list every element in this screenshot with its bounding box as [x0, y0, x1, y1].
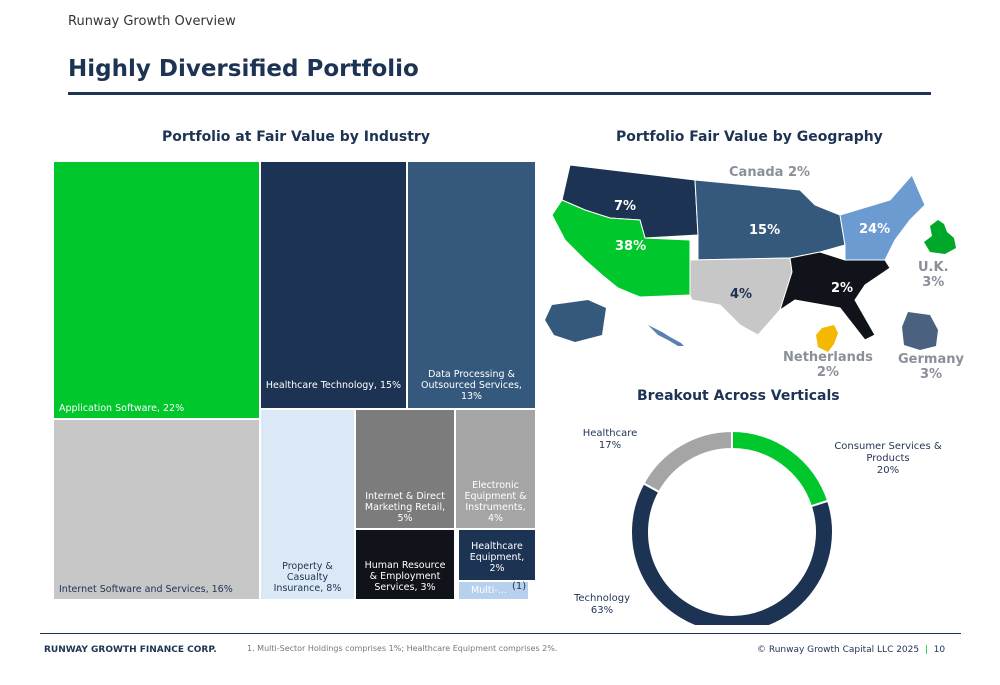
donut-slice-0: [731, 429, 830, 508]
treemap-tile-8: Healthcare Equipment, 2%: [459, 530, 535, 580]
region-northeast: [839, 174, 926, 261]
region-west: [551, 199, 691, 298]
industry-treemap: Application Software, 22% Healthcare Tech…: [54, 162, 535, 599]
geography-chart-title: Portfolio Fair Value by Geography: [616, 129, 883, 145]
verticals-chart-title: Breakout Across Verticals: [637, 388, 840, 404]
treemap-tile-0: Application Software, 22%: [54, 162, 259, 418]
country-uk: [924, 220, 956, 254]
treemap-tile-label: Human Resource & Employment Services, 3%: [364, 560, 446, 593]
region-southeast: [779, 251, 891, 341]
treemap-tile-label: Internet Software and Services, 16%: [59, 584, 233, 595]
footer-copyright: © Runway Growth Capital LLC 2025 | 10: [757, 645, 946, 655]
region-midwest: [694, 179, 846, 261]
treemap-tile-3: Internet Software and Services, 16%: [54, 420, 259, 599]
treemap-tile-label: Multi-…: [471, 585, 508, 596]
treemap-tile-label: Electronic Equipment & Instruments, 4%: [464, 480, 527, 524]
treemap-tile-label: Application Software, 22%: [59, 403, 185, 414]
country-germany: [902, 312, 938, 350]
treemap-tile-5: Internet & Direct Marketing Retail, 5%: [356, 410, 454, 528]
country-label-uk: U.K. 3%: [918, 260, 949, 290]
geography-map: [545, 164, 956, 352]
industry-chart-title: Portfolio at Fair Value by Industry: [162, 129, 430, 145]
country-label-netherlands: Netherlands 2%: [783, 350, 873, 380]
country-netherlands: [816, 325, 838, 352]
footer-divider: [40, 633, 961, 634]
treemap-tile-4: Property & Casualty Insurance, 8%: [261, 410, 354, 599]
donut-label-healthcare: Healthcare 17%: [582, 428, 638, 451]
region-label-southwest: 4%: [730, 287, 753, 302]
region-label-northeast: 24%: [859, 222, 891, 237]
treemap-tile-label: Property & Casualty Insurance, 8%: [273, 561, 342, 594]
country-label-germany: Germany 3%: [898, 352, 964, 382]
region-hawaii: [648, 325, 684, 346]
footnote-marker: (1): [512, 581, 527, 592]
page-number: 10: [933, 645, 946, 655]
treemap-tile-1: Healthcare Technology, 15%: [261, 162, 406, 408]
treemap-tile-label: Healthcare Technology, 15%: [265, 380, 402, 391]
page-title: Highly Diversified Portfolio: [68, 56, 419, 82]
donut-slice-2: [642, 429, 733, 494]
verticals-donut-chart: [630, 429, 834, 625]
footer-note: 1. Multi-Sector Holdings comprises 1%; H…: [247, 644, 558, 653]
treemap-tile-9: Multi-…: [459, 582, 528, 599]
donut-slice-1: [630, 481, 834, 625]
treemap-tile-6: Electronic Equipment & Instruments, 4%: [456, 410, 535, 528]
treemap-tile-7: Human Resource & Employment Services, 3%: [356, 530, 454, 599]
donut-label-technology: Technology 63%: [573, 593, 630, 616]
treemap-tile-label: Internet & Direct Marketing Retail, 5%: [364, 491, 446, 524]
title-divider: [68, 92, 931, 95]
section-subheading: Runway Growth Overview: [68, 14, 236, 29]
country-label-canada: Canada 2%: [729, 165, 811, 180]
treemap-tile-label: Data Processing & Outsourced Services, 1…: [421, 369, 522, 402]
region-alaska: [545, 300, 606, 342]
region-label-west: 38%: [615, 239, 647, 254]
treemap-tile-2: Data Processing & Outsourced Services, 1…: [408, 162, 535, 408]
donut-label-consumer: Consumer Services & Products 20%: [834, 441, 942, 476]
region-label-southeast: 2%: [831, 281, 854, 296]
footer-company: RUNWAY GROWTH FINANCE CORP.: [44, 645, 217, 655]
region-label-midwest: 15%: [749, 223, 781, 238]
treemap-tile-label: Healthcare Equipment, 2%: [469, 541, 525, 574]
region-label-northwest: 7%: [614, 199, 637, 214]
